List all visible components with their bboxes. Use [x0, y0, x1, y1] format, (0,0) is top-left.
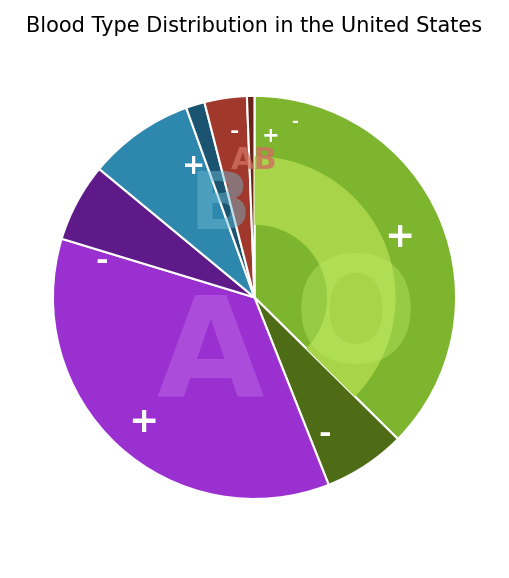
Title: Blood Type Distribution in the United States: Blood Type Distribution in the United St…	[26, 16, 483, 36]
Wedge shape	[205, 96, 254, 298]
Text: B: B	[190, 168, 251, 246]
Wedge shape	[254, 298, 398, 485]
Text: +: +	[384, 220, 415, 254]
Wedge shape	[53, 239, 329, 499]
Wedge shape	[186, 102, 254, 298]
Text: -: -	[319, 420, 331, 449]
Text: AB: AB	[231, 146, 278, 175]
Wedge shape	[254, 156, 395, 397]
Text: O: O	[293, 251, 417, 392]
Text: -: -	[230, 122, 239, 142]
Wedge shape	[62, 169, 254, 298]
Text: +: +	[128, 405, 159, 439]
Text: -: -	[95, 247, 107, 276]
Wedge shape	[247, 96, 254, 298]
Wedge shape	[254, 96, 456, 439]
Wedge shape	[99, 108, 254, 298]
Text: +: +	[182, 153, 206, 180]
Text: A: A	[156, 290, 264, 425]
Text: +: +	[262, 126, 279, 146]
Text: -: -	[291, 113, 298, 131]
